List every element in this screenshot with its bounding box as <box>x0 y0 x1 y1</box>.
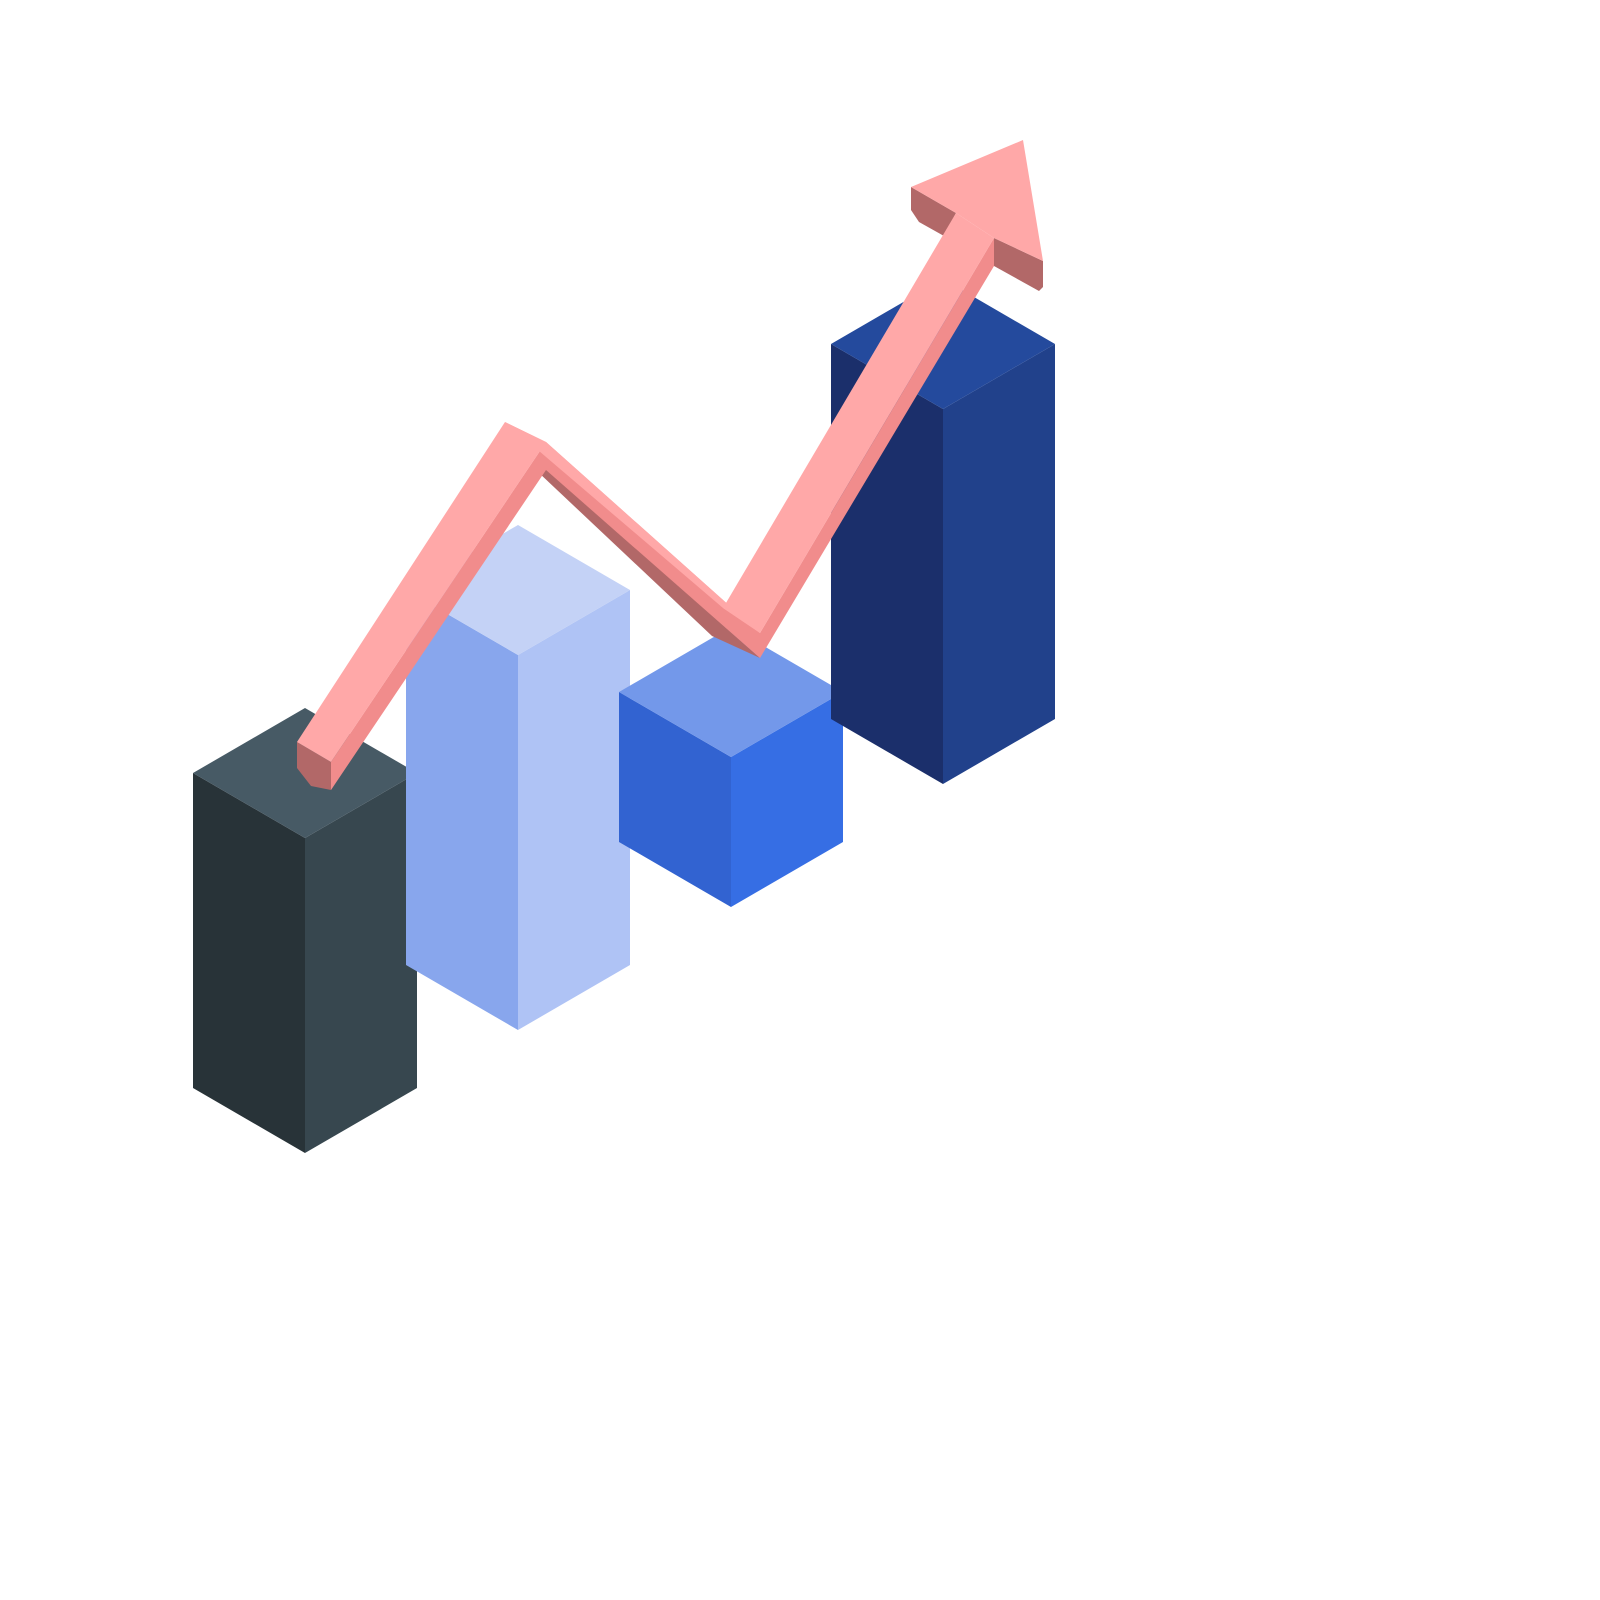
bar-3 <box>619 627 843 907</box>
bar-1-left-face <box>193 773 305 1153</box>
bar-1-right-face <box>305 773 417 1153</box>
arrow-tail-shadow <box>297 742 331 790</box>
bar-3-left-face <box>619 692 731 907</box>
bar-4 <box>831 279 1055 784</box>
bar-2-right-face <box>518 590 630 1030</box>
arrow-third-segment-side <box>760 238 994 658</box>
bar-4-right-face <box>943 344 1055 784</box>
arrow-middle-shadow <box>538 468 760 658</box>
bar-3-right-face <box>731 692 843 907</box>
bar-3-top-face <box>619 627 843 757</box>
trend-arrow <box>297 140 1043 790</box>
arrow-head-shadow-right <box>994 238 1043 291</box>
arrow-third-segment-face <box>723 213 994 633</box>
arrow-head-shadow-left <box>911 187 956 236</box>
bar-2-left-face <box>406 590 518 1030</box>
arrow-first-segment-side <box>331 442 546 790</box>
bars-group <box>193 279 1055 1153</box>
arrow-second-segment-face <box>505 422 760 633</box>
arrow-first-segment-face <box>297 422 546 762</box>
arrow-head-face <box>911 140 1043 261</box>
